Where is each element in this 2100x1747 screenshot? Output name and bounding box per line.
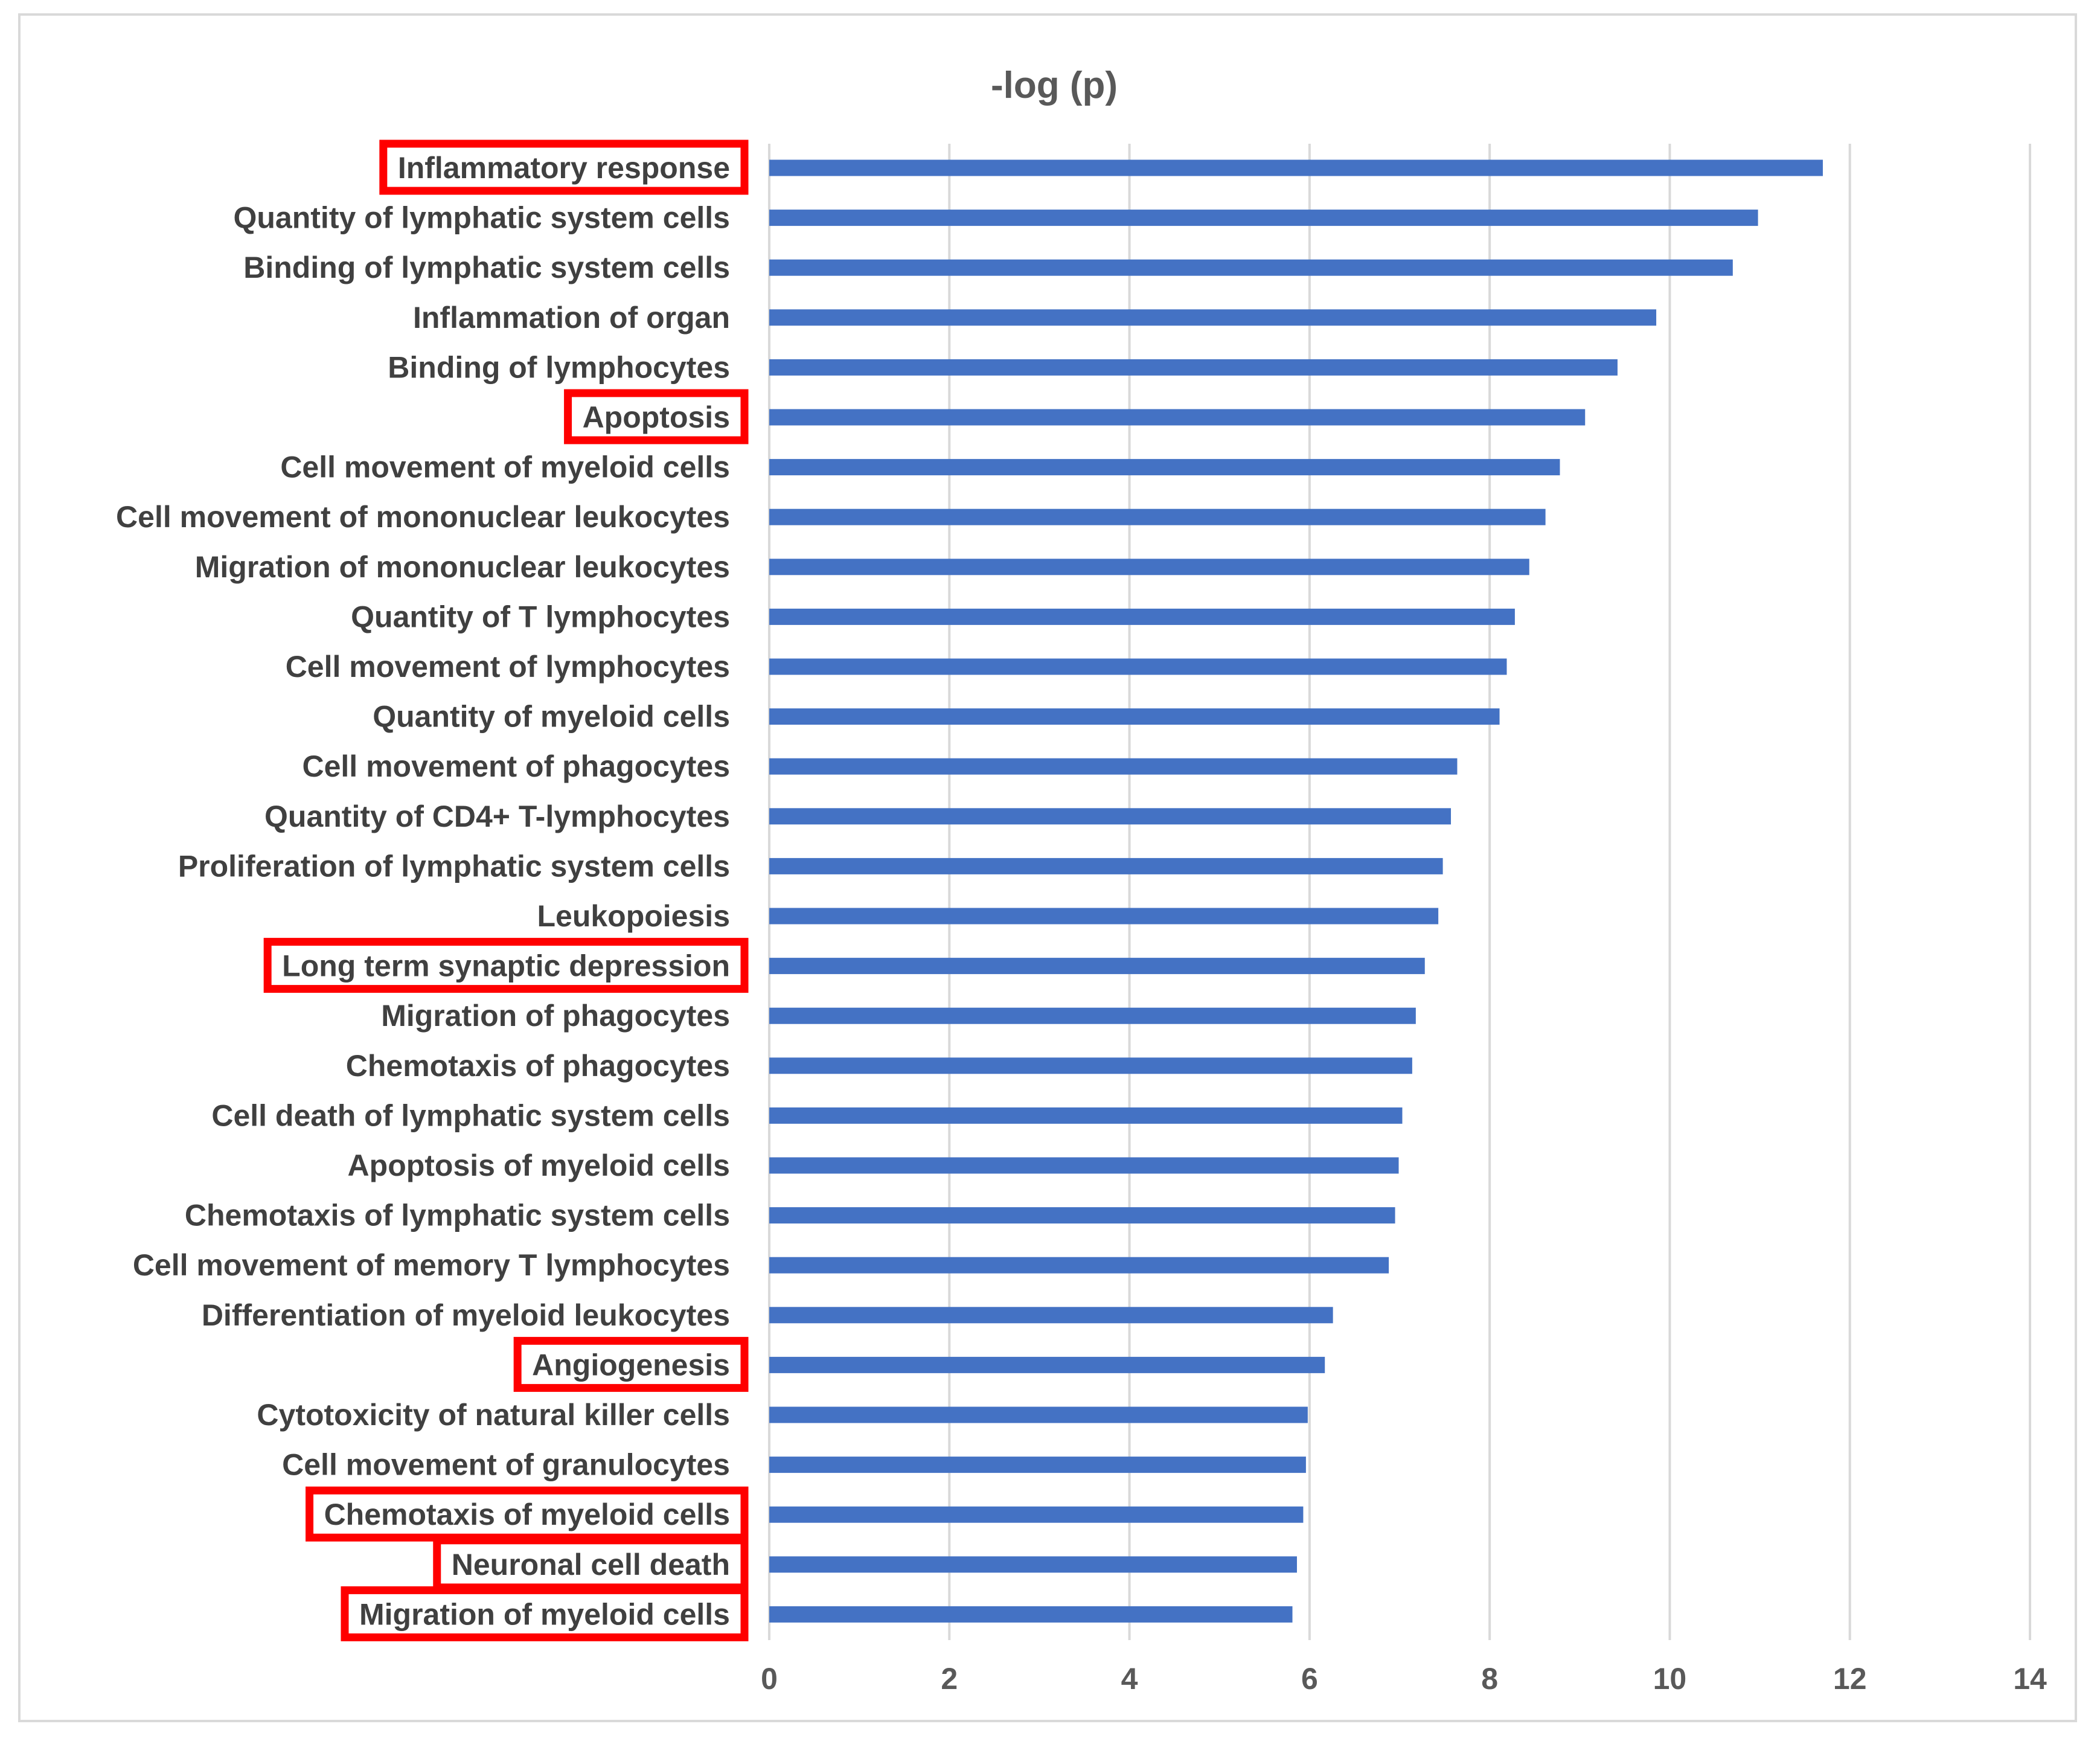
category-label: Inflammatory response [398,151,730,185]
category-label: Cell movement of phagocytes [303,749,731,783]
bar [769,1107,1403,1124]
category-label: Binding of lymphocytes [388,350,730,384]
bar [769,1307,1333,1324]
highlight-box [379,139,749,195]
bar [769,708,1500,725]
category-label: Angiogenesis [532,1348,730,1382]
bar [769,1207,1395,1224]
bar-chart: -log (p) Inflammatory response Quantity o… [116,65,2047,1696]
category-label: Inflammation of organ [413,301,730,335]
category-label: Cell movement of myeloid cells [280,450,730,484]
highlight-box [341,1586,749,1641]
bar [769,1556,1297,1573]
category-label: Proliferation of lymphatic system cells [178,849,730,883]
category-label: Cell movement of memory T lymphocytes [133,1248,730,1282]
bar [769,1257,1389,1274]
highlight-box [263,938,749,993]
x-tick-label: 12 [1833,1662,1867,1696]
category-label: Apoptosis [583,400,730,434]
chart-title: -log (p) [991,65,1118,106]
bar [769,1606,1293,1623]
bar [769,409,1586,426]
bar [769,958,1425,975]
category-label: Chemotaxis of myeloid cells [324,1498,730,1531]
bar [769,508,1546,525]
bar [769,908,1439,925]
bars [769,159,1823,1623]
x-tick-label: 10 [1653,1662,1687,1696]
category-label: Cell death of lymphatic system cells [211,1098,730,1132]
bar [769,309,1657,326]
x-tick-label: 6 [1301,1662,1318,1696]
category-label: Long term synaptic depression [282,949,730,983]
x-tick-label: 2 [941,1662,958,1696]
category-label: Apoptosis of myeloid cells [348,1149,730,1182]
bar [769,1406,1308,1423]
category-label: Neuronal cell death [452,1548,730,1582]
highlight-box [564,389,749,444]
category-label: Chemotaxis of lymphatic system cells [185,1199,730,1233]
bar [769,1356,1325,1373]
gridlines [768,144,2031,1640]
bar [769,658,1507,675]
bar [769,459,1560,476]
bar [769,359,1618,376]
category-label: Migration of phagocytes [381,999,730,1033]
bar [769,608,1515,625]
category-label: Migration of mononuclear leukocytes [195,550,730,584]
x-tick-label: 0 [761,1662,778,1696]
category-labels: Inflammatory response Quantity of lymphat… [116,151,730,1631]
bar [769,1457,1306,1473]
bar [769,259,1733,276]
highlight-box [513,1336,749,1392]
category-label: Cell movement of granulocytes [282,1448,730,1482]
category-label: Chemotaxis of phagocytes [346,1049,730,1083]
chart-area: -log (p) Inflammatory response Quantity o… [18,13,2077,1722]
category-label: Migration of myeloid cells [359,1597,730,1631]
bar [769,857,1443,874]
x-tick-label: 8 [1481,1662,1498,1696]
category-label: Leukopoiesis [537,899,730,933]
category-label: Cytotoxicity of natural killer cells [257,1398,730,1432]
bar [769,159,1823,176]
category-label: Quantity of CD4+ T-lymphocytes [264,800,730,833]
category-label: Binding of lymphatic system cells [243,251,730,284]
highlight-boxes [263,139,749,1641]
x-axis-ticks: 0 2 4 6 8 10 12 14 [761,1662,2047,1696]
category-label: Cell movement of lymphocytes [286,650,730,684]
bar [769,1157,1399,1174]
bar [769,1506,1304,1523]
x-tick-label: 4 [1121,1662,1138,1696]
bar [769,1057,1412,1074]
category-label: Quantity of T lymphocytes [351,600,730,633]
bar [769,808,1452,825]
category-label: Quantity of myeloid cells [373,700,730,734]
category-label: Quantity of lymphatic system cells [234,201,731,235]
bar [769,210,1758,226]
category-label: Differentiation of myeloid leukocytes [202,1298,730,1332]
x-tick-label: 14 [2013,1662,2047,1696]
bar [769,1007,1416,1024]
bar [769,758,1458,775]
category-label: Cell movement of mononuclear leukocytes [116,500,730,534]
bar [769,559,1529,575]
